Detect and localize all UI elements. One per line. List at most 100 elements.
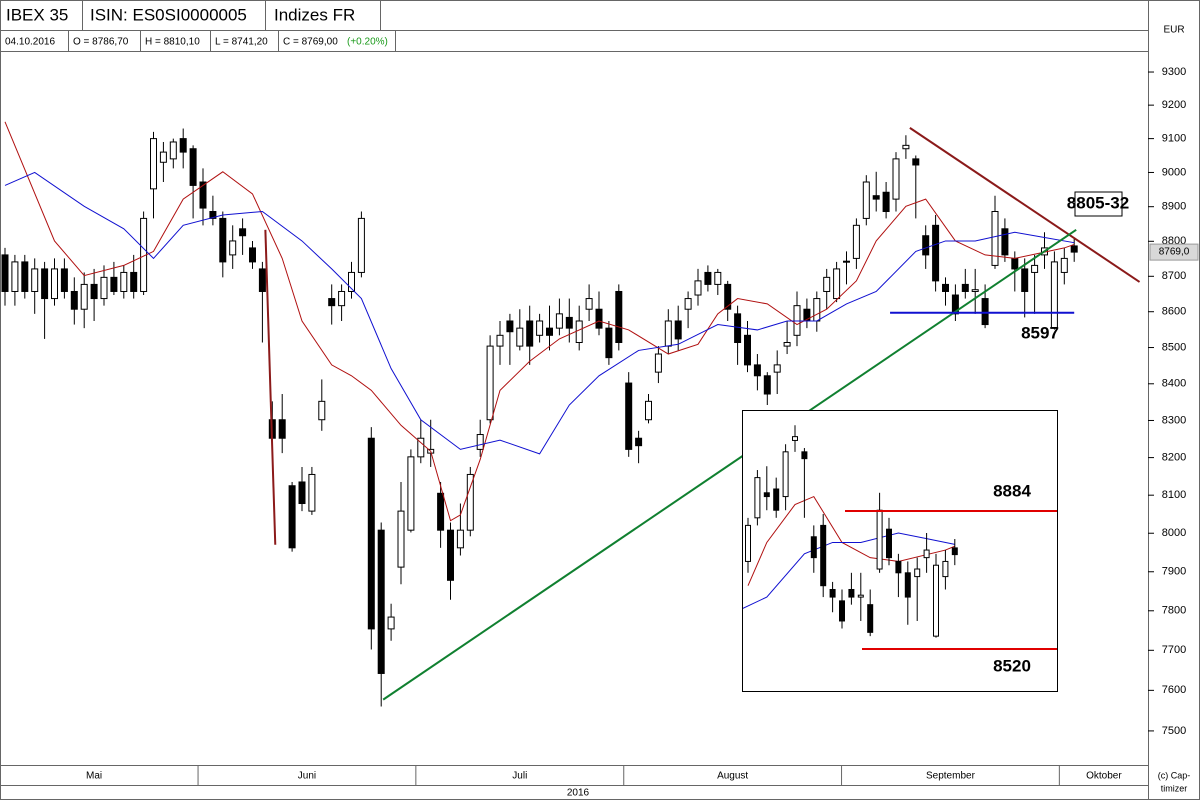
candle-body (506, 320, 514, 333)
candle-body (357, 217, 365, 273)
candle-body (942, 560, 949, 578)
candle-body (813, 298, 821, 322)
candle-body (773, 488, 780, 511)
candle-body (130, 271, 138, 292)
support-label: 8597 (1021, 323, 1059, 342)
candle-body (872, 195, 880, 200)
candle-body (971, 289, 979, 292)
candle-body (377, 529, 385, 674)
y-tick-label: 8300 (1162, 414, 1186, 426)
candle-body (981, 298, 989, 326)
candle-body (745, 524, 751, 562)
candle-body (1001, 228, 1009, 256)
candle-body (744, 334, 751, 366)
candle-body (466, 473, 474, 531)
candle-body (328, 298, 336, 307)
candle-body (951, 294, 959, 315)
candle-body (536, 320, 544, 336)
candle-body (694, 280, 702, 296)
x-tick-label: Juni (298, 771, 316, 782)
candle-body (625, 382, 633, 450)
candle-body (820, 524, 827, 587)
candle-body (801, 451, 808, 460)
candle-body (654, 353, 662, 373)
candle-body (904, 572, 911, 598)
candle-body (852, 224, 860, 259)
quote-change: (+0.20%) (347, 37, 388, 48)
candle-body (70, 290, 78, 310)
y-tick-label: 9100 (1162, 133, 1186, 145)
candle-body (1050, 261, 1058, 329)
y-tick-label: 8400 (1162, 378, 1186, 390)
candle-body (615, 290, 623, 343)
candle-body (595, 308, 603, 329)
candle-body (862, 181, 870, 219)
candle-body (923, 549, 930, 559)
candle-body (11, 261, 19, 292)
candle-body (348, 271, 355, 292)
candle-body (1031, 264, 1039, 273)
candle-body (120, 271, 128, 292)
y-tick-label: 8000 (1162, 527, 1186, 539)
candle-body (933, 564, 939, 637)
candle-body (298, 481, 306, 505)
inset-plot (743, 425, 1057, 651)
y-tick-label: 8900 (1162, 201, 1186, 213)
candle-body (476, 434, 484, 450)
quote-high: H = 8810,10 (145, 37, 200, 48)
candle-body (169, 141, 177, 160)
candle-body (189, 148, 197, 186)
candle-body (912, 158, 920, 166)
candle-body (882, 191, 890, 213)
candle-body (914, 568, 921, 578)
candle-body (447, 529, 454, 581)
index-group: Indizes FR (274, 5, 355, 24)
candle-body (417, 437, 425, 458)
candle-body (31, 268, 39, 292)
x-tick-label: August (717, 771, 748, 782)
candle-body (575, 320, 583, 343)
trend-line (264, 229, 277, 545)
candle-body (1021, 268, 1029, 292)
candle-body (51, 268, 58, 300)
candle-body (209, 211, 217, 219)
candle-body (179, 138, 187, 153)
x-tick-label: September (926, 771, 976, 782)
y-tick-label: 8700 (1162, 270, 1186, 282)
candle-body (605, 327, 613, 359)
candle-body (1, 254, 9, 292)
candle-body (496, 334, 504, 347)
candle-body (886, 528, 892, 559)
x-tick-label: Juli (512, 771, 527, 782)
candle-body (486, 345, 494, 421)
candle-body (367, 437, 375, 630)
candle-body (892, 158, 900, 200)
y-tick-label: 7600 (1162, 684, 1186, 696)
y-tick-label: 7500 (1162, 725, 1186, 737)
candle-body (100, 276, 108, 300)
y-tick-label: 9000 (1162, 166, 1186, 178)
candle-body (565, 316, 573, 329)
trend-line (382, 229, 1077, 701)
candle-body (848, 588, 855, 598)
inset-level-label: 8884 (993, 481, 1031, 500)
candle-body (219, 217, 227, 263)
candle-body (199, 181, 207, 209)
candle-body (21, 261, 29, 292)
candle-body (922, 235, 930, 256)
candle-body (1011, 257, 1019, 270)
y-tick-label: 9200 (1162, 99, 1186, 111)
candle-body (635, 437, 643, 447)
candle-body (867, 604, 874, 633)
candle-body (754, 477, 761, 519)
candle-body (734, 313, 742, 343)
annotations: 8597 8805-32 (1021, 191, 1129, 342)
candle-body (782, 451, 789, 498)
candle-body (239, 228, 247, 237)
x-tick-label: Mai (86, 771, 102, 782)
last-price-label: 8769,0 (1159, 247, 1190, 258)
candle-body (792, 436, 798, 441)
candle-body (110, 276, 118, 292)
